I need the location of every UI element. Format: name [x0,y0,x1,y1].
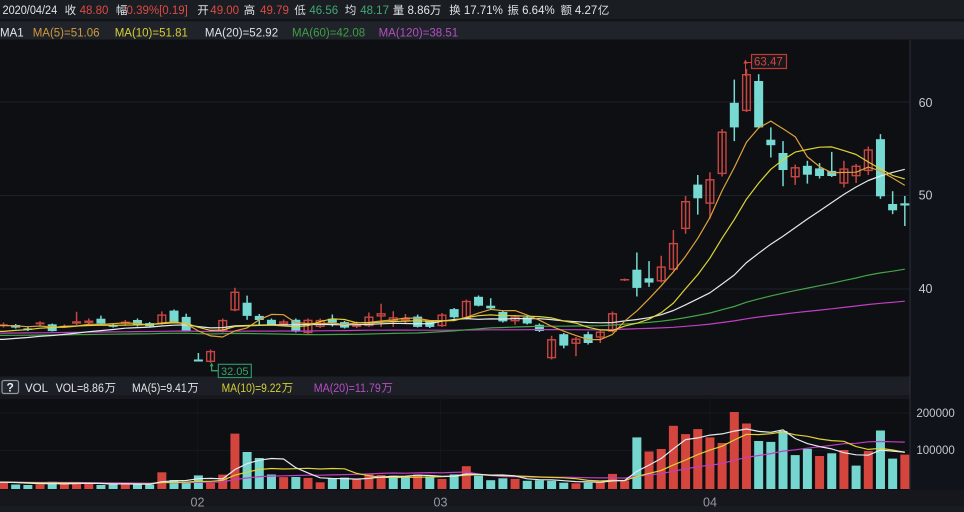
svg-text:32.05: 32.05 [221,366,249,378]
svg-text:MA(10)=51.81: MA(10)=51.81 [115,27,188,39]
svg-text:MA(5)=9.41: MA(5)=9.41 [132,383,187,395]
svg-text:MA(20)=11.79: MA(20)=11.79 [314,383,381,395]
svg-text:VOL: VOL [25,383,49,395]
svg-text:48.80: 48.80 [80,5,109,17]
svg-text:49.00: 49.00 [210,5,239,17]
svg-text:0.39%[0.19]: 0.39%[0.19] [127,5,188,17]
svg-text:6.64%: 6.64% [522,5,555,17]
svg-text:50: 50 [919,189,933,203]
svg-text:8.86: 8.86 [408,5,430,17]
svg-text:MA(20)=52.92: MA(20)=52.92 [205,27,278,39]
svg-text:03: 03 [434,496,448,510]
svg-text:48.17: 48.17 [360,5,389,17]
svg-text:100000: 100000 [916,445,954,457]
svg-text:MA(5)=51.06: MA(5)=51.06 [33,27,100,39]
svg-text:46.56: 46.56 [309,5,338,17]
svg-text:VOL=8.86: VOL=8.86 [56,383,104,395]
svg-text:02: 02 [191,496,205,510]
svg-text:63.47: 63.47 [754,57,783,69]
svg-text:MA(60)=42.08: MA(60)=42.08 [292,27,365,39]
svg-text:MA(10)=9.22: MA(10)=9.22 [222,383,282,395]
svg-text:49.79: 49.79 [260,5,289,17]
svg-text:60: 60 [919,96,933,110]
svg-text:17.71%: 17.71% [464,5,503,17]
svg-text:04: 04 [703,496,717,510]
svg-text:4.27: 4.27 [575,5,597,17]
svg-text:MA1: MA1 [0,27,24,39]
svg-text:200000: 200000 [916,408,954,420]
svg-text:?: ? [7,380,14,394]
svg-text:MA(120)=38.51: MA(120)=38.51 [379,27,459,39]
svg-text:40: 40 [919,282,933,296]
svg-text:2020/04/24: 2020/04/24 [3,5,58,17]
